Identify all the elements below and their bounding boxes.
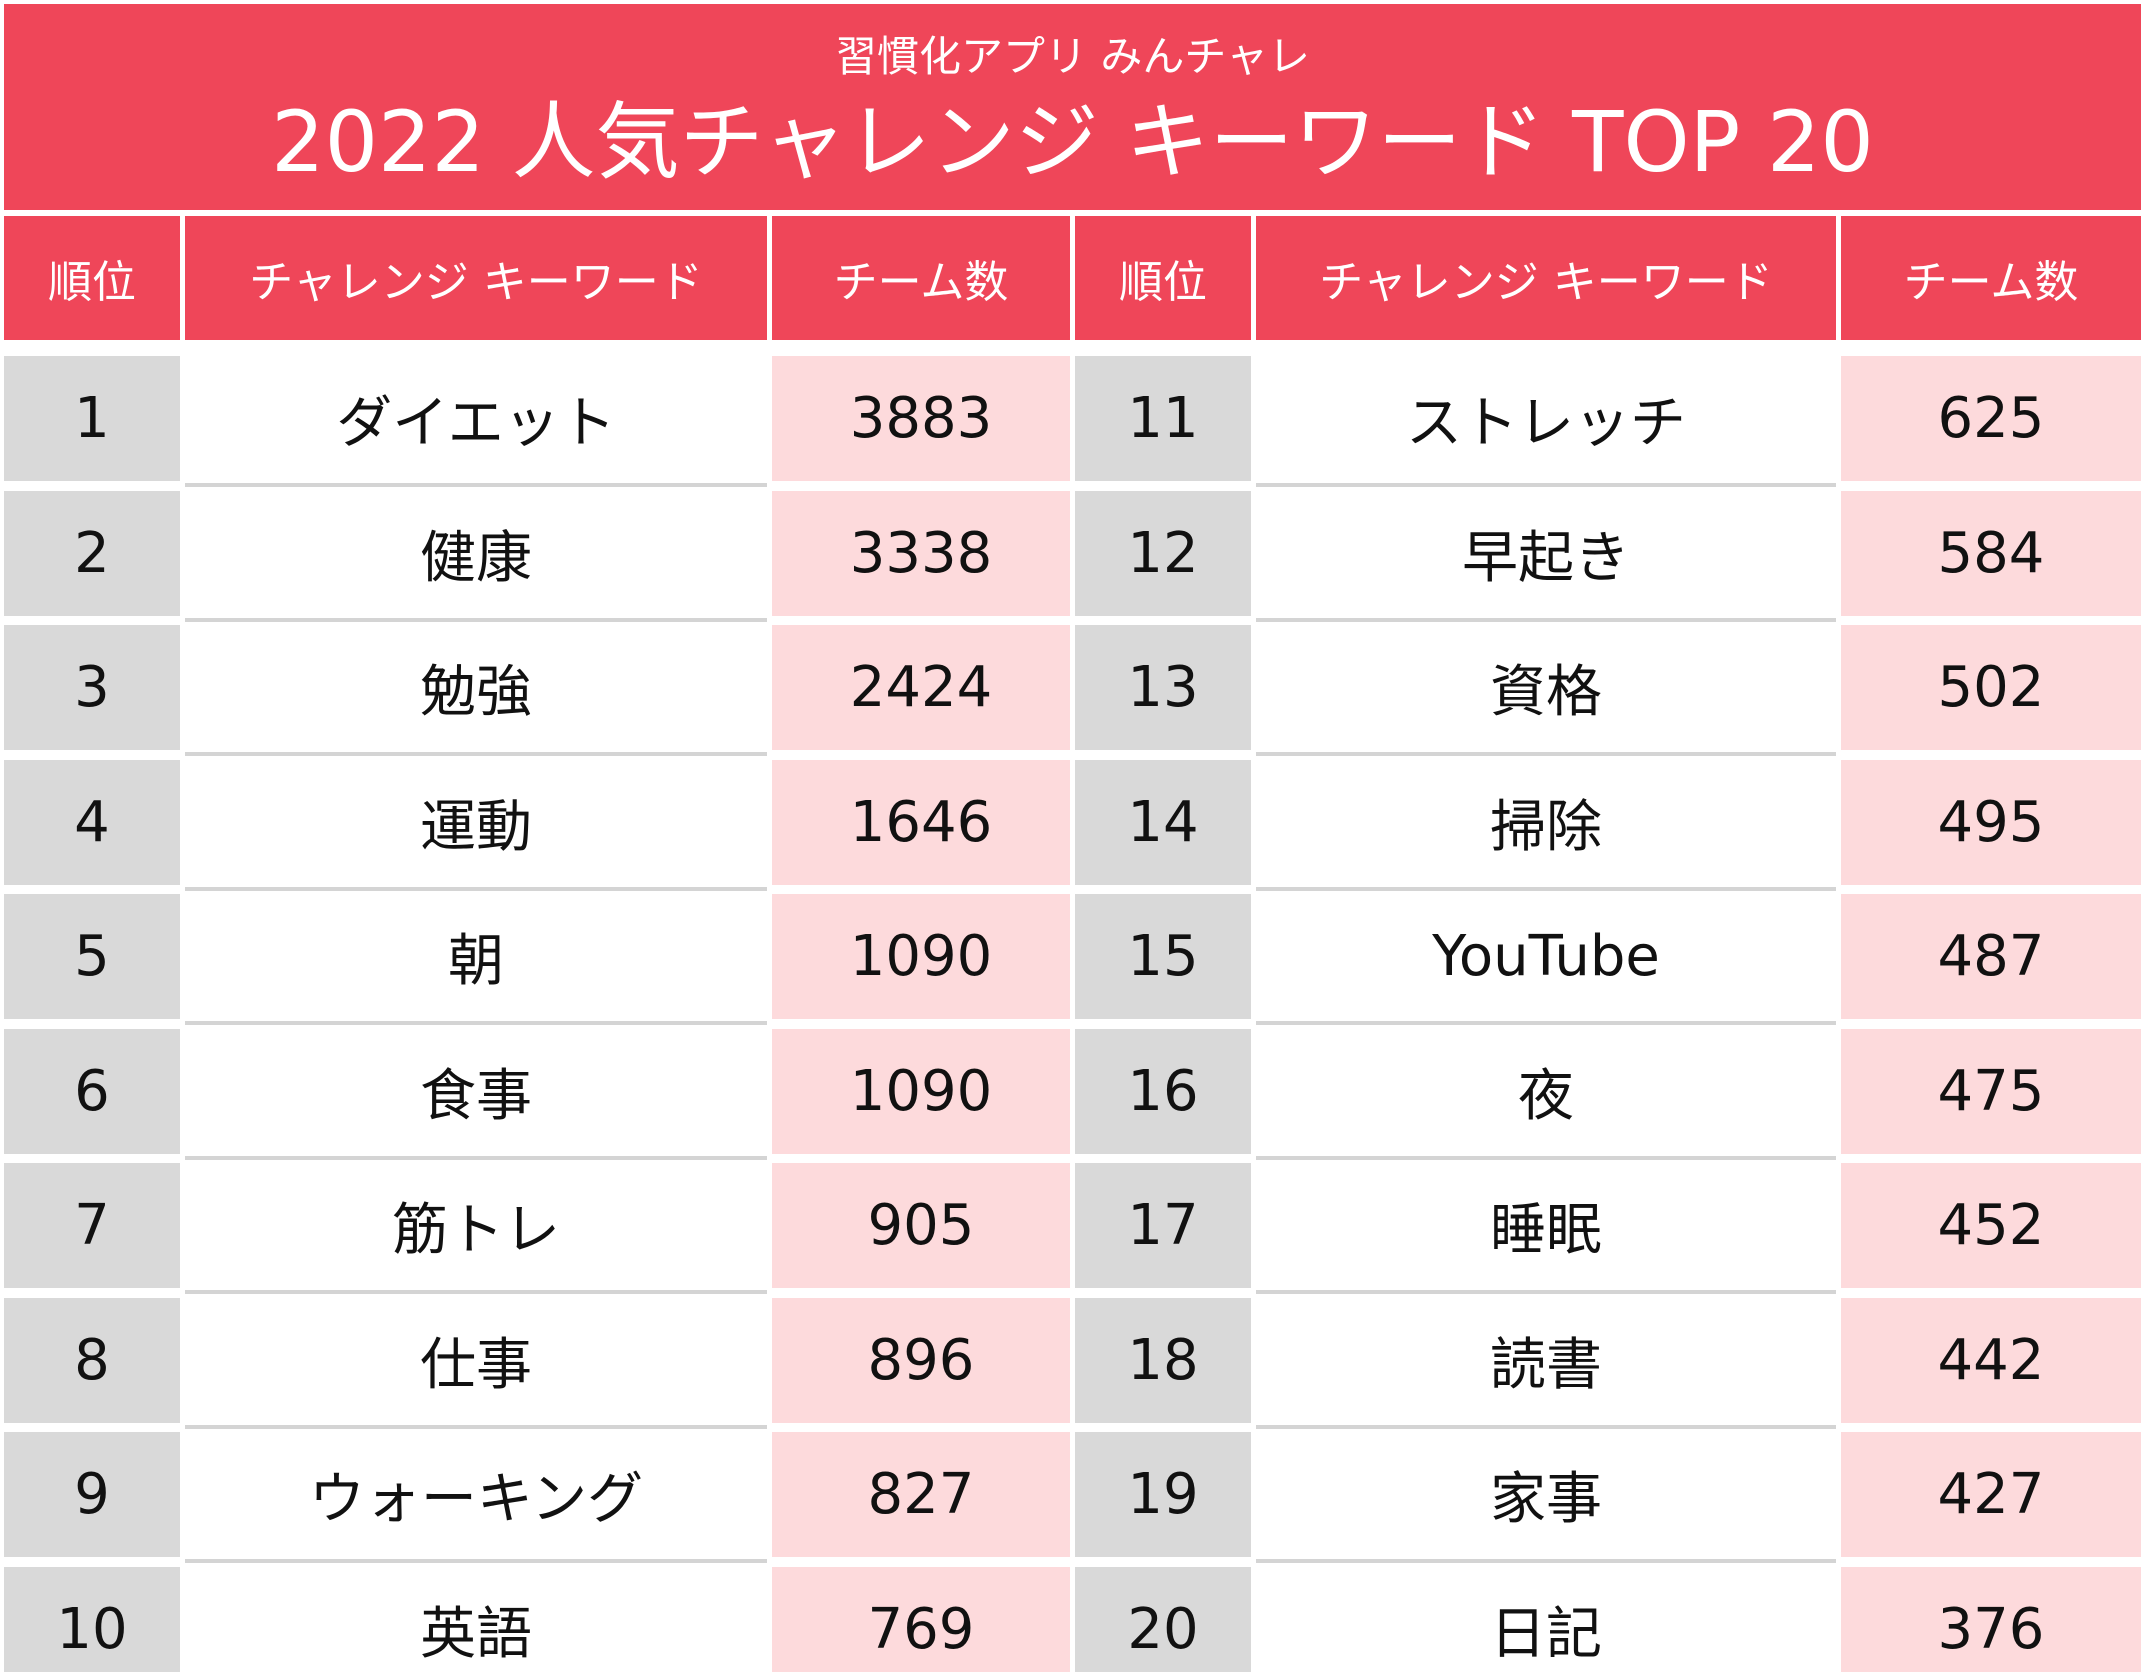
right-count-cell: 427	[1841, 1432, 2141, 1557]
right-count-cell: 376	[1841, 1567, 2141, 1672]
left-count-cell: 1090	[772, 894, 1070, 1019]
left-keyword-cell: ウォーキング	[185, 1432, 767, 1557]
row-divider	[1256, 483, 1836, 487]
left-count-cell: 1646	[772, 760, 1070, 885]
left-keyword-cell: 健康	[185, 491, 767, 616]
left-keyword-cell: 運動	[185, 760, 767, 885]
right-count-cell: 452	[1841, 1163, 2141, 1288]
row-divider	[1256, 1559, 1836, 1563]
row-divider	[185, 1425, 767, 1429]
right-keyword-cell: YouTube	[1256, 894, 1836, 1019]
left-keyword-cell: 朝	[185, 894, 767, 1019]
row-divider	[185, 1021, 767, 1025]
right-rank-cell: 18	[1075, 1298, 1251, 1423]
page-title: 2022 人気チャレンジ キーワード TOP 20	[271, 93, 1874, 191]
right-keyword-cell: 資格	[1256, 625, 1836, 750]
right-count-cell: 475	[1841, 1029, 2141, 1154]
row-divider	[1256, 1425, 1836, 1429]
left-keyword-cell: 食事	[185, 1029, 767, 1154]
right-rank-cell: 20	[1075, 1567, 1251, 1672]
title-banner: 習慣化アプリ みんチャレ 2022 人気チャレンジ キーワード TOP 20	[4, 4, 2141, 210]
right-keyword-cell: 夜	[1256, 1029, 1836, 1154]
row-divider	[185, 887, 767, 891]
row-divider	[185, 483, 767, 487]
header-keyword-left: チャレンジ キーワード	[185, 216, 767, 340]
row-divider	[1256, 1021, 1836, 1025]
left-keyword-cell: 筋トレ	[185, 1163, 767, 1288]
left-count-cell: 1090	[772, 1029, 1070, 1154]
right-keyword-cell: 睡眠	[1256, 1163, 1836, 1288]
left-keyword-cell: ダイエット	[185, 356, 767, 481]
left-count-cell: 905	[772, 1163, 1070, 1288]
subtitle: 習慣化アプリ みんチャレ	[835, 32, 1310, 81]
row-divider	[185, 618, 767, 622]
right-count-cell: 584	[1841, 491, 2141, 616]
left-rank-cell: 6	[4, 1029, 180, 1154]
left-rank-cell: 1	[4, 356, 180, 481]
right-count-cell: 502	[1841, 625, 2141, 750]
left-rank-cell: 2	[4, 491, 180, 616]
header-rank-right: 順位	[1075, 216, 1251, 340]
left-rank-cell: 5	[4, 894, 180, 1019]
left-rank-cell: 3	[4, 625, 180, 750]
left-rank-cell: 8	[4, 1298, 180, 1423]
header-keyword-right: チャレンジ キーワード	[1256, 216, 1836, 340]
left-rank-cell: 9	[4, 1432, 180, 1557]
right-keyword-cell: 家事	[1256, 1432, 1836, 1557]
right-rank-cell: 14	[1075, 760, 1251, 885]
left-rank-cell: 7	[4, 1163, 180, 1288]
left-keyword-cell: 仕事	[185, 1298, 767, 1423]
row-divider	[1256, 1156, 1836, 1160]
row-divider	[1256, 752, 1836, 756]
right-keyword-cell: 掃除	[1256, 760, 1836, 885]
left-count-cell: 3338	[772, 491, 1070, 616]
left-rank-cell: 10	[4, 1567, 180, 1672]
left-rank-cell: 4	[4, 760, 180, 885]
row-divider	[1256, 887, 1836, 891]
header-count-right: チーム数	[1841, 216, 2141, 340]
row-divider	[185, 1156, 767, 1160]
header-rank-left: 順位	[4, 216, 180, 340]
row-divider	[185, 1290, 767, 1294]
right-rank-cell: 11	[1075, 356, 1251, 481]
right-keyword-cell: 早起き	[1256, 491, 1836, 616]
right-rank-cell: 19	[1075, 1432, 1251, 1557]
right-count-cell: 625	[1841, 356, 2141, 481]
right-keyword-cell: 日記	[1256, 1567, 1836, 1672]
left-count-cell: 2424	[772, 625, 1070, 750]
right-rank-cell: 15	[1075, 894, 1251, 1019]
right-count-cell: 495	[1841, 760, 2141, 885]
left-count-cell: 769	[772, 1567, 1070, 1672]
left-keyword-cell: 勉強	[185, 625, 767, 750]
right-rank-cell: 17	[1075, 1163, 1251, 1288]
row-divider	[1256, 618, 1836, 622]
right-rank-cell: 13	[1075, 625, 1251, 750]
row-divider	[1256, 1290, 1836, 1294]
left-keyword-cell: 英語	[185, 1567, 767, 1672]
right-rank-cell: 12	[1075, 491, 1251, 616]
right-count-cell: 487	[1841, 894, 2141, 1019]
left-count-cell: 827	[772, 1432, 1070, 1557]
right-count-cell: 442	[1841, 1298, 2141, 1423]
right-rank-cell: 16	[1075, 1029, 1251, 1154]
left-count-cell: 896	[772, 1298, 1070, 1423]
row-divider	[185, 752, 767, 756]
row-divider	[185, 1559, 767, 1563]
right-keyword-cell: 読書	[1256, 1298, 1836, 1423]
left-count-cell: 3883	[772, 356, 1070, 481]
right-keyword-cell: ストレッチ	[1256, 356, 1836, 481]
header-count-left: チーム数	[772, 216, 1070, 340]
